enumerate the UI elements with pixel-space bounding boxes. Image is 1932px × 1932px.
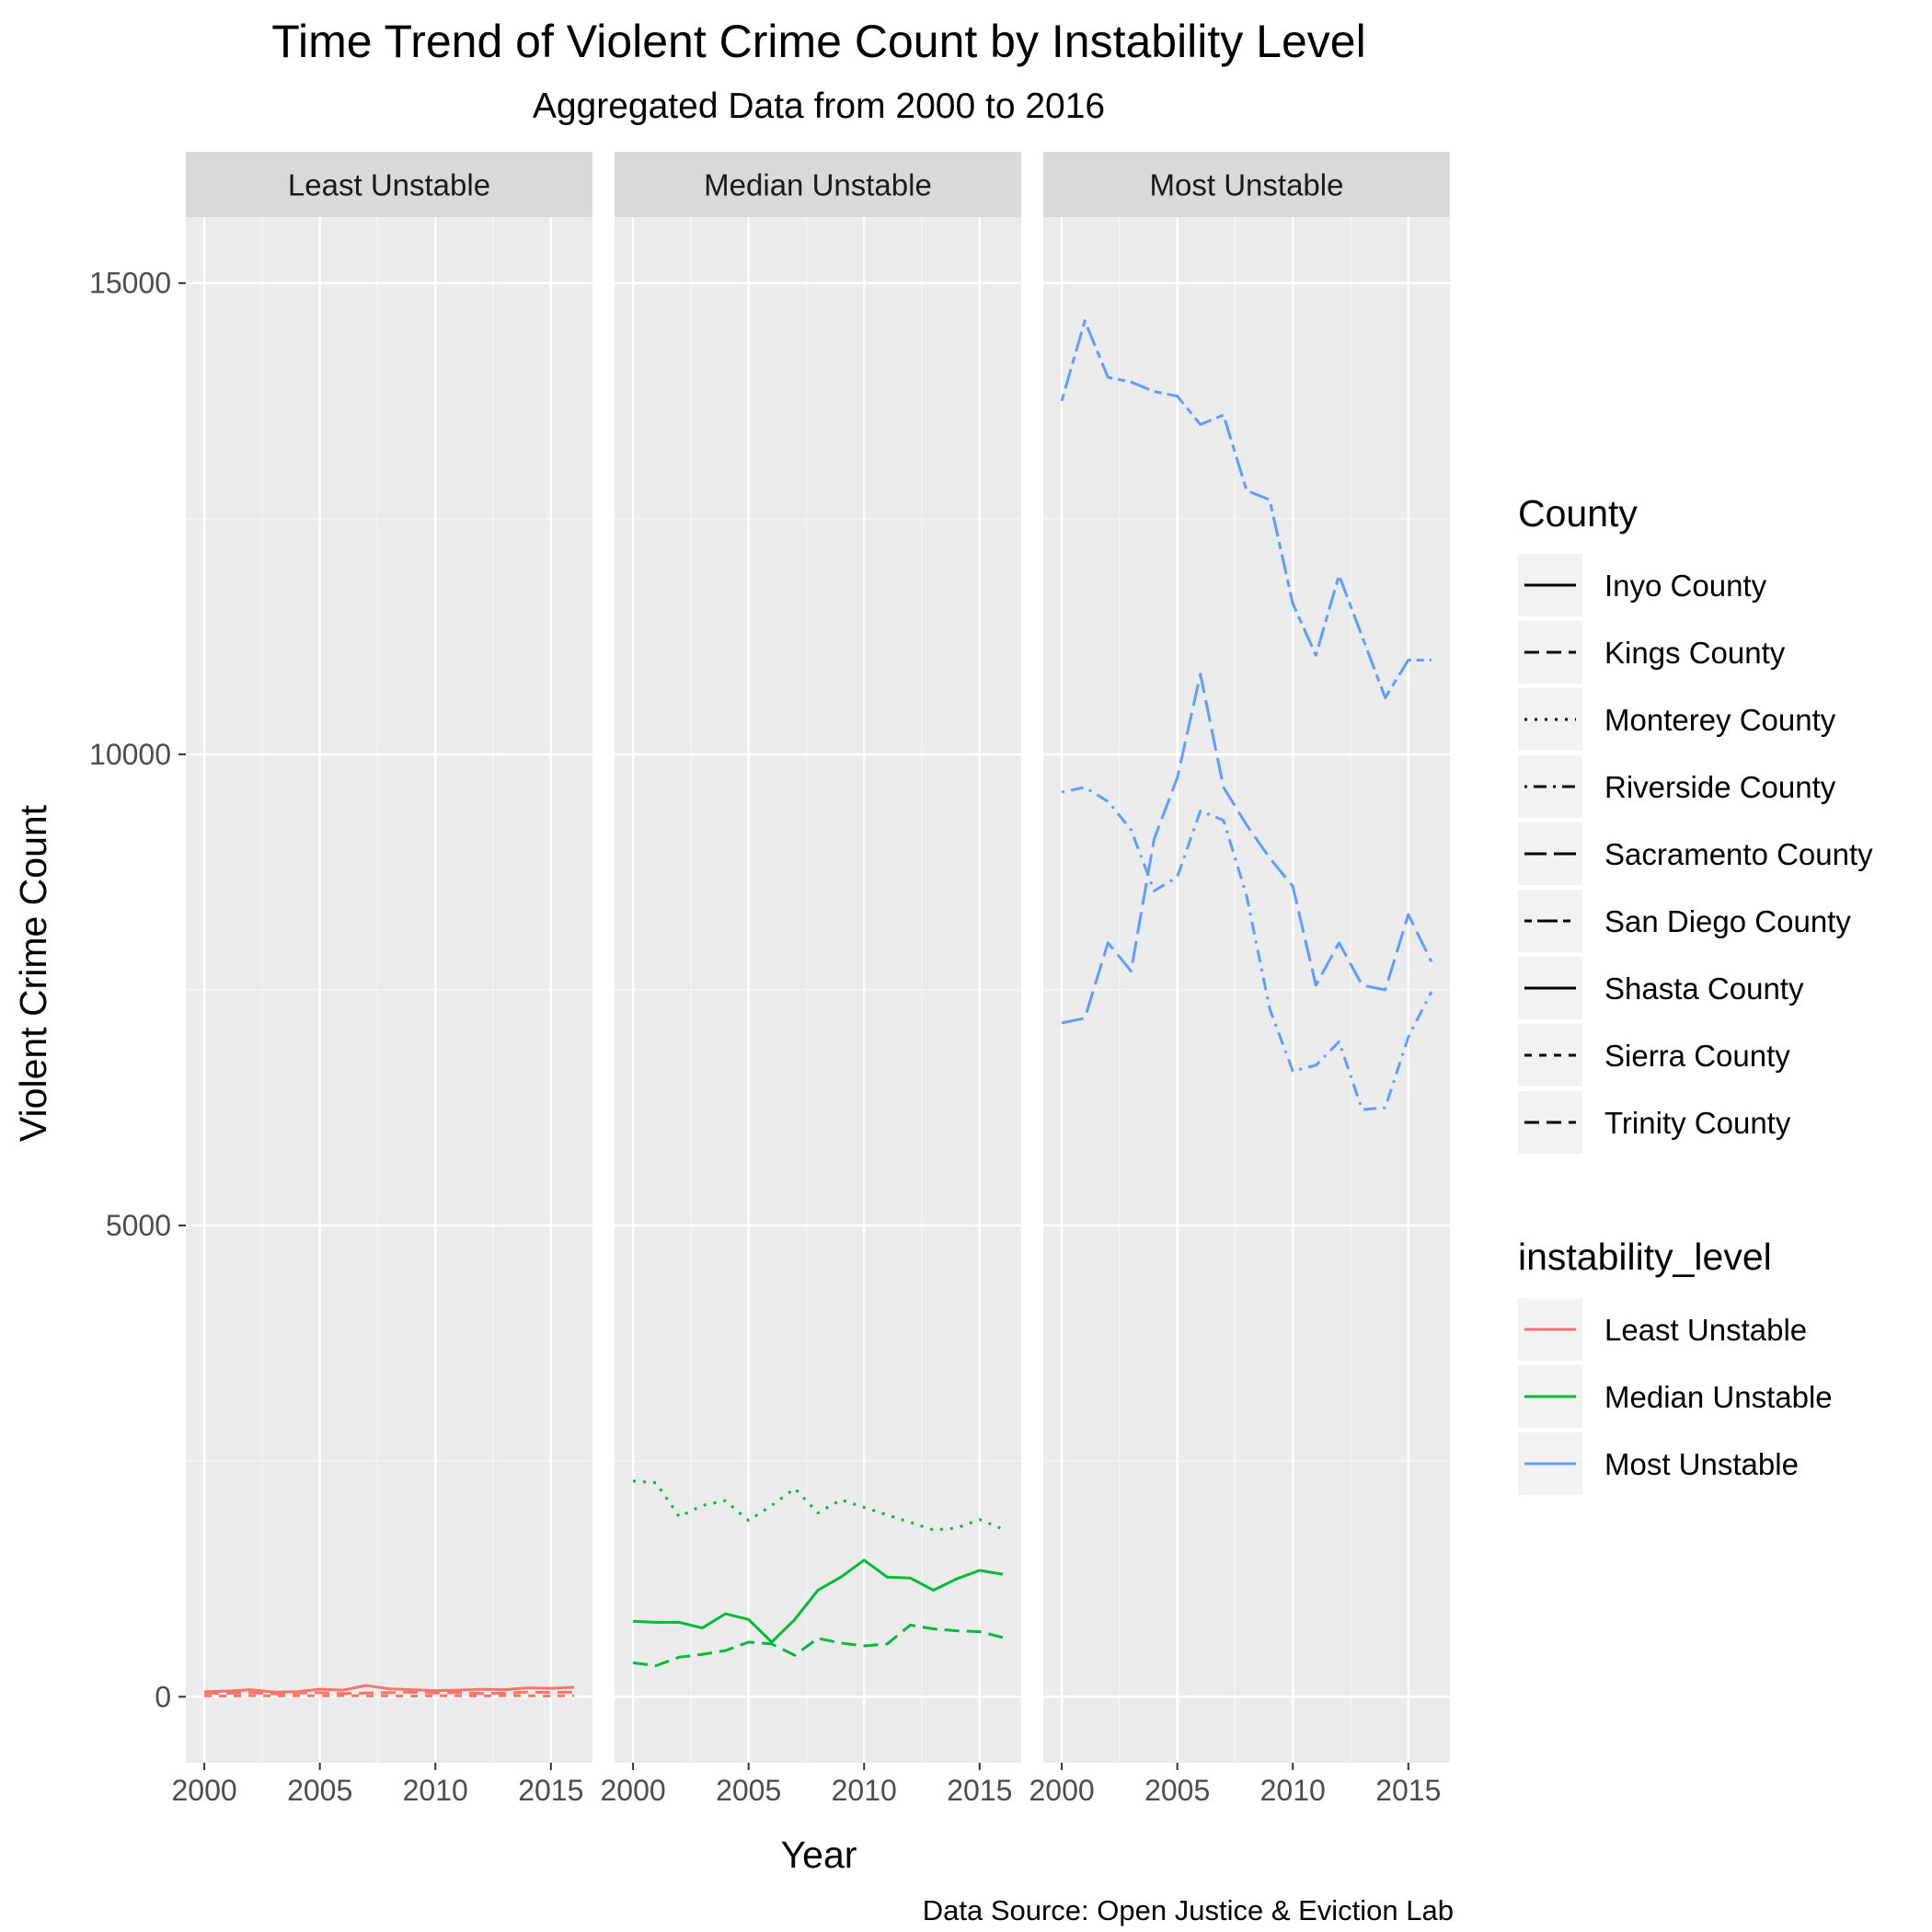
- facet-strip-label: Most Unstable: [1150, 168, 1344, 202]
- facet-strip: [615, 152, 1021, 217]
- panel-most-unstable: Most Unstable 2000 2005 2010 2015: [1029, 152, 1450, 1807]
- x-axis-label: Year: [781, 1834, 857, 1876]
- x-tick-label: 2005: [287, 1774, 352, 1807]
- panel-least-unstable: Least Unstable 2000 2005 2010 2015: [171, 152, 592, 1807]
- y-axis: 0 5000 10000 15000: [89, 267, 186, 1713]
- legends: County Inyo County Kings County Monterey Co…: [1518, 492, 1873, 1495]
- series-line-trinity-county: [204, 1690, 574, 1696]
- series-line-inyo-county: [204, 1684, 574, 1694]
- legend-label: Monterey County: [1604, 703, 1836, 737]
- facet-strip-label: Least Unstable: [288, 168, 490, 202]
- legend-label: Riverside County: [1604, 770, 1836, 804]
- legend-label: San Diego County: [1604, 904, 1851, 938]
- facet-strip-label: Median Unstable: [704, 168, 932, 202]
- facet-strip: [186, 152, 592, 217]
- x-tick-label: 2015: [947, 1774, 1012, 1807]
- legend-label: Trinity County: [1604, 1106, 1791, 1140]
- series-line-monterey-county: [632, 1479, 1004, 1532]
- legend-label: Kings County: [1604, 636, 1786, 670]
- series-line-shasta-county: [633, 1558, 1004, 1644]
- x-tick-label: 2015: [518, 1774, 583, 1807]
- legend-label: Most Unstable: [1604, 1447, 1799, 1481]
- facet-strip: [1043, 152, 1450, 217]
- x-tick-label: 2000: [600, 1774, 665, 1807]
- x-tick-label: 2010: [403, 1774, 468, 1807]
- legend-label: Sierra County: [1604, 1039, 1790, 1073]
- x-tick-label: 2015: [1375, 1774, 1441, 1807]
- legend-title-instability: instability_level: [1518, 1236, 1772, 1278]
- series-line-riverside-county: [1061, 786, 1433, 1111]
- x-tick-label: 2010: [832, 1774, 897, 1807]
- x-tick-label: 2005: [1144, 1774, 1210, 1807]
- series-line-sacramento-county: [1061, 673, 1433, 1025]
- legend-key: [1518, 688, 1582, 751]
- legend-label: Least Unstable: [1604, 1313, 1807, 1347]
- legend-label: Median Unstable: [1604, 1380, 1833, 1414]
- panel-median-unstable: Median Unstable 2000 2005 2010 2015: [600, 152, 1021, 1807]
- legend-label: Sacramento County: [1604, 837, 1873, 871]
- chart-title: Time Trend of Violent Crime Count by Ins…: [271, 16, 1365, 67]
- x-tick-label: 2000: [171, 1774, 236, 1807]
- y-tick-label: 10000: [89, 738, 171, 771]
- legend-label: Shasta County: [1604, 972, 1804, 1006]
- x-tick-label: 2010: [1260, 1774, 1326, 1807]
- series-line-san-diego-county: [1060, 319, 1432, 699]
- y-tick-label: 0: [155, 1680, 171, 1713]
- y-axis-label: Violent Crime Count: [12, 804, 54, 1142]
- legend-label: Inyo County: [1604, 569, 1767, 603]
- chart-subtitle: Aggregated Data from 2000 to 2016: [533, 86, 1105, 126]
- y-tick-label: 15000: [89, 267, 171, 300]
- y-tick-label: 5000: [106, 1209, 171, 1242]
- x-tick-label: 2005: [716, 1774, 781, 1807]
- x-tick-label: 2000: [1029, 1774, 1094, 1807]
- legend-title-county: County: [1518, 492, 1638, 535]
- chart-caption: Data Source: Open Justice & Eviction Lab: [923, 1894, 1454, 1926]
